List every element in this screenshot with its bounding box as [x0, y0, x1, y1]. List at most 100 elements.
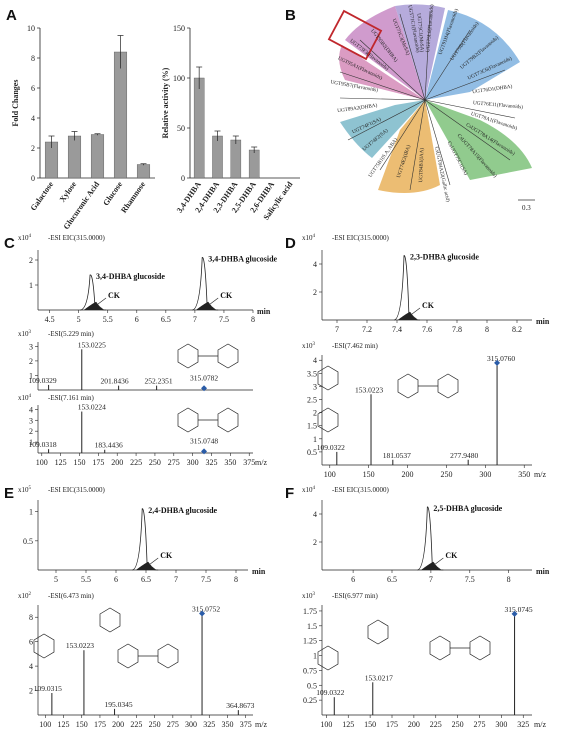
ms-x-tick-label: 225 — [130, 720, 142, 729]
e-structure-phenol-ring — [33, 633, 55, 659]
ms-y-tick-label: 6 — [29, 638, 33, 647]
ms-x-tick-label: 250 — [149, 458, 161, 467]
ck-label: CK — [220, 291, 233, 300]
ms-y-tick-label: 3 — [29, 416, 33, 425]
ms-x-tick-label: 300 — [187, 458, 199, 467]
y-tick-label: 6 — [31, 84, 35, 93]
d-eic-label: -ESI EIC(315.0000) — [332, 234, 389, 242]
ms-x-unit: m/z — [534, 470, 546, 479]
eic-ck-trace — [397, 311, 419, 321]
ms-peak-label: 315.0752 — [192, 605, 220, 614]
y-axis-label: Fold Changes — [11, 80, 20, 127]
eic-x-tick-label: 5 — [54, 575, 58, 584]
ms-peak-label: 109.0318 — [29, 440, 57, 449]
clade-wedge-green — [425, 100, 532, 180]
panel-b-label: B — [285, 7, 296, 24]
ms-peak-label: 315.0748 — [190, 436, 218, 445]
c-ms2-exp: x104 — [18, 394, 32, 402]
eic-peak-label: 3,4-DHBA glucoside — [96, 272, 165, 281]
panel-d-label: D — [285, 235, 296, 252]
clade-wedge-lavender — [395, 4, 445, 100]
ms-x-tick-label: 150 — [73, 458, 85, 467]
ms-x-tick-label: 350 — [221, 720, 233, 729]
ms-y-tick-label: 1 — [29, 371, 33, 380]
ms-x-tick-label: 100 — [324, 470, 336, 479]
c-structure-2-glucose-ring — [177, 407, 199, 433]
bar — [230, 139, 242, 179]
eic-ck-trace — [83, 301, 105, 311]
eic-x-tick-label: 7.2 — [362, 325, 372, 334]
ms-y-tick-label: 4 — [29, 405, 33, 414]
ms-x-tick-label: 275 — [167, 720, 179, 729]
e-eic-label: -ESI EIC(315.0000) — [48, 486, 105, 494]
eic-x-tick-label: 7 — [193, 315, 197, 324]
clade-wedge-teal — [340, 100, 425, 158]
ms-peak-label: 201.8436 — [101, 377, 129, 386]
ms-x-tick-label: 125 — [58, 720, 70, 729]
panel-a-label: A — [6, 7, 17, 24]
eic-x-tick-label: 8 — [251, 315, 255, 324]
ms-y-tick-label: 4 — [29, 662, 33, 671]
ms-peak-label: 183.4436 — [95, 441, 123, 450]
y-tick-label: 0 — [181, 174, 185, 183]
bar — [67, 135, 82, 179]
eic-y-tick-label: 2 — [313, 288, 317, 297]
c-ms1-exp: x103 — [18, 330, 32, 338]
ms-x-unit: m/z — [534, 720, 546, 729]
ms-x-unit: m/z — [255, 720, 267, 729]
d-eic-chart: 2 4 7 7.2 7.4 7.6 7.8 8 8.2 min 2,3-DHBA glucoside… — [313, 250, 550, 334]
ms-x-tick-label: 200 — [111, 458, 123, 467]
e-structure-glucose-ring — [117, 643, 139, 669]
d-structure-phenol-ring — [317, 407, 339, 433]
d-eic-exp: x104 — [302, 234, 316, 242]
panel-f: x104 -ESI EIC(315.0000) 2 4 6 6.5 7 7.5 8 min 2,… — [302, 486, 550, 729]
ms-y-tick-label: 2 — [313, 409, 317, 418]
d-ms-exp: x103 — [302, 342, 316, 350]
eic-x-tick-label: 4.5 — [45, 315, 55, 324]
eic-y-tick-label: 0.5 — [23, 537, 33, 546]
ms-peak-label: 153.0225 — [78, 340, 106, 349]
ms-x-tick-label: 250 — [452, 720, 464, 729]
ms-peak-label: 181.0537 — [383, 451, 411, 460]
eic-y-tick-label: 2 — [313, 538, 317, 547]
eic-y-tick-label: 1 — [29, 508, 33, 517]
ms-y-tick-label: 2 — [29, 427, 33, 436]
ms-x-tick-label: 200 — [408, 720, 420, 729]
panel-c-label: C — [4, 235, 15, 252]
ms-y-tick-label: 2.5 — [307, 396, 317, 405]
eic-y-tick-label: 2 — [29, 256, 33, 265]
f-eic-label: -ESI EIC(315.0000) — [332, 486, 389, 494]
eic-peak-label: 2,3-DHBA glucoside — [410, 253, 479, 262]
eic-y-tick-label: 1 — [29, 281, 33, 290]
ms-y-tick-label: 1.5 — [307, 422, 317, 431]
e-ms-label: -ESI(6.473 min) — [48, 592, 95, 600]
ms-y-tick-label: 1.75 — [303, 607, 317, 616]
eic-x-unit: min — [257, 307, 271, 316]
e-ms-exp: x102 — [18, 592, 32, 600]
ck-arrow — [411, 307, 421, 315]
y-axis-label: Relative activity (%) — [161, 67, 170, 138]
c-ms1-chart: 1 2 3 109.0329 153.0225 201.8436 252.2351 315.0… — [29, 340, 253, 392]
ck-arrow — [435, 557, 444, 565]
eic-x-tick-label: 7.8 — [452, 325, 462, 334]
eic-x-tick-label: 6 — [351, 575, 355, 584]
ms-y-tick-label: 3 — [313, 382, 317, 391]
panel-e: x105 -ESI EIC(315.0000) 0.5 1 5 5.5 6 6.5 7 7.5… — [18, 486, 267, 729]
clade-wedge-pink — [339, 45, 425, 100]
eic-y-tick-label: 4 — [313, 260, 317, 269]
f-eic-exp: x104 — [302, 486, 316, 494]
d-structure-glucose-ring — [397, 373, 419, 399]
eic-x-tick-label: 7 — [335, 325, 339, 334]
panel-f-label: F — [285, 485, 294, 502]
f-eic-chart: 2 4 6 6.5 7 7.5 8 min 2,5-DHBA glucoside CK — [313, 500, 550, 584]
ck-label: CK — [445, 551, 458, 560]
c-structure-1-benzene-ring — [217, 343, 239, 369]
ms-x-tick-label: 375 — [240, 720, 252, 729]
ms-y-tick-label: 1 — [313, 652, 317, 661]
ms-peak-label: 315.0760 — [487, 354, 515, 363]
eic-x-tick-label: 5.5 — [81, 575, 91, 584]
eic-ck-trace — [136, 561, 157, 571]
bar — [193, 77, 205, 179]
c-eic-exp: x104 — [18, 234, 32, 242]
